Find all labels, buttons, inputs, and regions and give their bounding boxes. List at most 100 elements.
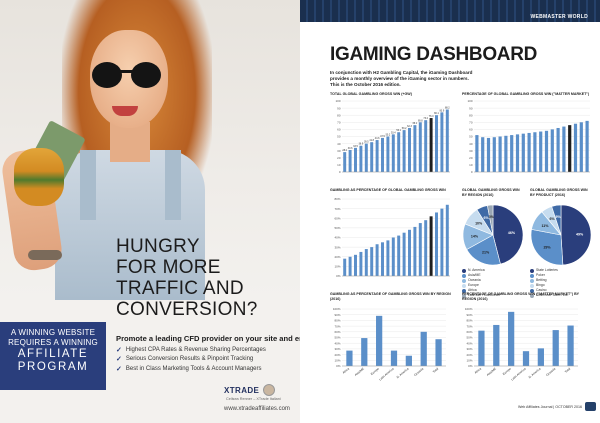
- slice-label: 3%: [489, 215, 495, 219]
- bar: [408, 127, 411, 172]
- bar: [386, 136, 390, 172]
- tick-label: 90%: [334, 313, 340, 317]
- legend-item: Africa: [462, 288, 528, 293]
- slice-label: 11%: [541, 224, 549, 228]
- pie-slice: [551, 204, 562, 236]
- category-label: Europe: [502, 366, 512, 375]
- legend-label: Africa: [468, 288, 477, 292]
- data-label: 53.4: [391, 131, 396, 134]
- legend-swatch: [530, 278, 534, 283]
- data-label: 56.1: [396, 129, 401, 132]
- bar: [375, 140, 379, 172]
- category-label: Europe: [370, 366, 380, 375]
- bar: [486, 137, 491, 172]
- tick-label: 30%: [334, 347, 340, 351]
- bar: [391, 237, 395, 276]
- burger: [14, 148, 64, 206]
- slice-label: 49%: [576, 233, 584, 237]
- bar: [445, 109, 449, 172]
- data-label: 83.9: [440, 109, 445, 112]
- legend-swatch: [530, 268, 534, 273]
- promo-item: ✓ Best in Class Marketing Tools & Accoun…: [116, 365, 298, 374]
- tick-label: 20%: [466, 353, 472, 357]
- category-label: N. America: [528, 366, 542, 379]
- slice-label: 6%: [484, 216, 490, 220]
- legend-swatch: [462, 283, 466, 288]
- category-label: Total: [432, 366, 440, 373]
- bar: [354, 147, 357, 172]
- bar: [359, 145, 363, 172]
- neck: [110, 122, 150, 162]
- headline-line: TRAFFIC AND: [116, 278, 244, 299]
- headline-line: FOR MORE: [116, 257, 221, 278]
- chart-title: GAMBLING AS PERCENTAGE OF GLOBAL GAMBLIN…: [330, 188, 446, 192]
- website-link[interactable]: www.xtradeaffiliates.com: [224, 406, 290, 412]
- tick-label: 60%: [334, 216, 340, 220]
- bar: [359, 251, 363, 276]
- headline-line: CONVERSION?: [116, 299, 258, 320]
- data-label: 76.4: [429, 115, 434, 118]
- chart-title: TOTAL GLOBAL GAMBLING GROSS WIN (+GW): [330, 92, 412, 96]
- tick-label: 70%: [466, 324, 472, 328]
- bar: [435, 212, 438, 276]
- data-label: 36.9: [359, 143, 364, 146]
- bar: [346, 350, 353, 366]
- tick-label: 50%: [334, 336, 340, 340]
- bar: [585, 120, 589, 172]
- bar: [435, 115, 438, 172]
- tick-label: 0%: [336, 364, 341, 368]
- strap: [80, 150, 96, 220]
- category-label: Asia/ME: [486, 367, 497, 377]
- pie-legend: State Lotteries Poker Betting Bingo Casi…: [530, 268, 596, 298]
- chart-title: PERCENTAGE OF GAMBLING GROSS WIN ("MATTE…: [462, 292, 580, 301]
- legend-label: Casino: [536, 288, 547, 292]
- strap: [165, 150, 181, 220]
- bar: [397, 132, 401, 172]
- data-label: 41.8: [369, 139, 374, 142]
- data-label: 69.8: [418, 119, 423, 122]
- promo-item: ✓ Serious Conversion Results & Pinpoint …: [116, 355, 298, 364]
- slice-label: 21%: [482, 250, 490, 254]
- bar: [364, 143, 368, 172]
- legend-swatch: [462, 278, 466, 283]
- avatar: [263, 384, 276, 396]
- data-label: 73.2: [423, 117, 428, 120]
- pie-region: 46% 21% 14% 10%6% 3%: [462, 204, 524, 266]
- legend-item: Bingo: [530, 283, 596, 288]
- bar: [375, 244, 379, 276]
- bar: [478, 330, 485, 366]
- legend-label: Europe: [468, 283, 479, 287]
- tick-label: 20: [469, 156, 473, 160]
- bar: [370, 142, 374, 172]
- chart-total-gross-win: 0 10 20 30 40 50 60 70 80 90 100 28.230.633.536.939…: [335, 99, 450, 174]
- promo-item-label: Highest CPA Rates & Revenue Sharing Perc…: [125, 347, 266, 353]
- bracelet: [28, 250, 62, 260]
- tick-label: 20: [337, 156, 341, 160]
- slice-label: 10%: [475, 221, 483, 225]
- tick-label: 60%: [466, 330, 472, 334]
- bar: [408, 229, 411, 276]
- bar: [527, 132, 531, 172]
- sunglasses-left: [92, 62, 122, 88]
- slice-label: 5%: [555, 215, 561, 219]
- bar: [440, 112, 444, 172]
- legend-label: Skill/Other Gam./ Lot.: [536, 293, 569, 297]
- promo-block: Promote a leading CFD provider on your s…: [116, 334, 300, 374]
- category-label: Asia/ME: [354, 367, 365, 377]
- bar: [424, 120, 428, 172]
- legend-item: Latin Am / Caribbean: [462, 293, 528, 298]
- legend-swatch: [530, 288, 534, 293]
- tick-label: 30%: [334, 245, 340, 249]
- tick-label: 90%: [466, 313, 472, 317]
- tick-label: 40: [337, 142, 341, 146]
- data-label: 33.5: [353, 145, 358, 148]
- tick-label: 70: [337, 121, 341, 125]
- bar: [348, 256, 352, 276]
- bar: [568, 125, 572, 172]
- category-label: Oceania: [413, 366, 424, 376]
- bar: [402, 130, 406, 172]
- footer-logo: [585, 402, 596, 411]
- bar: [504, 135, 508, 172]
- bar: [354, 254, 357, 276]
- legend-swatch: [530, 273, 534, 278]
